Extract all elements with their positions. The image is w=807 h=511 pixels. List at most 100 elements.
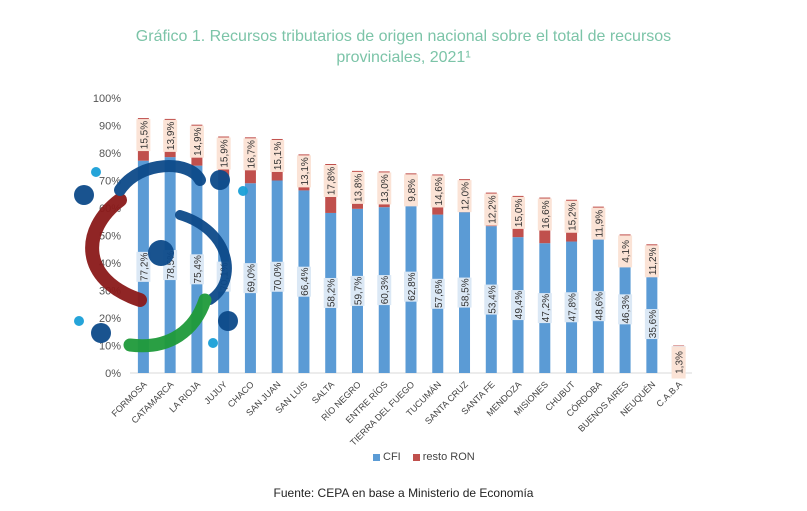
data-label-cfi-10: 62,8% <box>404 271 418 302</box>
data-label-ron-text-18: 4,1% <box>621 240 632 263</box>
data-label-cfi-5: 70,0% <box>270 261 285 292</box>
data-label-ron-bg-20 <box>671 346 686 379</box>
y-tick-label: 10% <box>99 341 121 353</box>
data-label-cfi-text-13: 53,4% <box>487 285 498 313</box>
data-label-ron-text-4: 16,7% <box>246 140 257 168</box>
data-label-ron-7: 17,8% <box>323 165 338 197</box>
data-label-ron-text-2: 14,9% <box>193 127 204 155</box>
data-label-cfi-bg-4 <box>243 263 258 294</box>
data-label-cfi-12: 58,5% <box>457 277 472 308</box>
x-tick-label-20: C.A.B.A <box>654 379 684 409</box>
data-label-cfi-text-6: 66,4% <box>300 267 311 295</box>
data-label-ron-bg-17 <box>591 207 606 240</box>
y-tick-label: 80% <box>99 148 121 160</box>
data-label-ron-18: 4,1% <box>618 235 633 268</box>
data-label-ron-bg-0 <box>136 119 151 152</box>
data-label-ron-text-19: 11,2% <box>648 247 659 275</box>
data-label-ron-bg-10 <box>404 174 418 207</box>
data-label-cfi-bg-18 <box>618 294 633 325</box>
data-label-cfi-text-19: 35,6% <box>648 310 659 338</box>
data-label-ron-bg-12 <box>457 180 472 213</box>
data-label-cfi-bg-2 <box>189 254 204 285</box>
data-label-ron-2: 14,9% <box>189 125 204 158</box>
data-label-ron-bg-13 <box>484 193 499 226</box>
data-label-ron-bg-16 <box>564 200 579 233</box>
data-label-cfi-4: 69,0% <box>243 263 258 294</box>
data-label-ron-bg-18 <box>618 235 633 268</box>
data-label-cfi-text-5: 70,0% <box>273 262 284 290</box>
data-label-ron-text-5: 15,1% <box>273 142 284 170</box>
data-label-ron-text-11: 14,6% <box>434 177 445 205</box>
data-label-ron-text-6: 13,1% <box>300 157 311 185</box>
data-label-ron-10: 9,8% <box>404 174 418 207</box>
data-label-cfi-bg-14 <box>511 290 526 321</box>
data-label-ron-text-12: 12,0% <box>461 182 472 210</box>
watermark-logo <box>74 160 248 353</box>
data-label-ron-5: 15,1% <box>270 139 285 172</box>
data-label-cfi-0: 77,2% <box>136 251 151 282</box>
data-label-ron-bg-2 <box>189 125 204 158</box>
data-label-cfi-bg-11 <box>430 278 445 309</box>
plot-area: 0%10%20%30%40%50%60%70%80%90%100%77,2%15… <box>93 93 692 448</box>
data-label-cfi-bg-0 <box>136 251 151 282</box>
data-label-ron-text-10: 9,8% <box>407 179 418 202</box>
data-label-ron-text-9: 13,0% <box>380 174 391 202</box>
data-label-cfi-text-16: 47,8% <box>568 293 579 321</box>
legend-swatch-ron <box>412 453 420 461</box>
data-label-cfi-bg-19 <box>644 309 659 340</box>
data-label-cfi-text-14: 49,4% <box>514 291 525 319</box>
data-label-cfi-11: 57,6% <box>430 278 445 309</box>
y-tick-label: 0% <box>105 368 121 380</box>
data-label-cfi-text-8: 59,7% <box>353 277 364 305</box>
data-label-ron-bg-11 <box>430 175 445 208</box>
legend-label-cfi: CFI <box>383 451 401 463</box>
data-label-ron-6: 13,1% <box>296 155 311 188</box>
data-label-cfi-bg-13 <box>484 284 499 315</box>
data-label-cfi-bg-6 <box>296 266 311 297</box>
data-label-ron-16: 15,2% <box>564 200 579 233</box>
data-label-ron-17: 11,9% <box>591 207 606 240</box>
data-label-ron-text-3: 15,9% <box>220 139 231 167</box>
legend-label-ron: resto RON <box>422 451 475 463</box>
data-label-cfi-16: 47,8% <box>564 292 579 323</box>
data-label-cfi-bg-9 <box>377 275 392 306</box>
data-label-cfi-text-17: 48,6% <box>594 292 605 320</box>
data-label-ron-text-8: 13,8% <box>353 174 364 202</box>
data-label-cfi-text-4: 69,0% <box>246 264 257 292</box>
data-label-ron-text-15: 16,6% <box>541 200 552 228</box>
data-label-ron-text-13: 12,2% <box>487 195 498 223</box>
data-label-cfi-9: 60,3% <box>377 275 392 306</box>
data-label-cfi-text-12: 58,5% <box>461 278 472 306</box>
legend-item-cfi: CFI <box>373 451 401 463</box>
data-label-ron-text-14: 15,0% <box>514 199 525 227</box>
data-label-ron-8: 13,8% <box>350 171 365 204</box>
data-label-cfi-bg-10 <box>404 271 418 302</box>
data-label-cfi-bg-16 <box>564 292 579 323</box>
data-label-ron-text-1: 13,9% <box>166 122 177 150</box>
data-label-cfi-text-2: 75,4% <box>193 255 204 283</box>
data-label-ron-text-16: 15,2% <box>568 202 579 230</box>
data-label-cfi-15: 47,2% <box>537 293 552 324</box>
data-label-cfi-bg-15 <box>537 293 552 324</box>
data-label-ron-text-0: 15,5% <box>139 121 150 149</box>
source-note: Fuente: CEPA en base a Ministerio de Eco… <box>273 486 534 500</box>
data-label-ron-bg-19 <box>644 245 659 278</box>
data-label-cfi-text-9: 60,3% <box>380 276 391 304</box>
data-label-ron-14: 15,0% <box>511 196 526 229</box>
data-label-ron-11: 14,6% <box>430 175 445 208</box>
data-label-ron-bg-15 <box>537 198 552 231</box>
data-label-cfi-text-7: 58,2% <box>327 279 338 307</box>
data-label-ron-bg-5 <box>270 139 285 172</box>
chart-title: Gráfico 1. Recursos tributarios de orige… <box>0 26 807 68</box>
data-label-ron-bg-7 <box>323 165 338 197</box>
data-label-ron-text-17: 11,9% <box>594 210 605 238</box>
data-label-ron-4: 16,7% <box>243 138 257 171</box>
data-label-cfi-bg-7 <box>323 277 338 308</box>
data-label-ron-bg-3 <box>216 137 231 170</box>
data-label-cfi-17: 48,6% <box>591 291 606 322</box>
data-label-cfi-text-0: 77,2% <box>139 253 150 281</box>
data-label-ron-19: 11,2% <box>644 245 659 278</box>
data-label-cfi-bg-8 <box>350 275 365 306</box>
data-label-ron-text-20: 1,3% <box>675 351 686 374</box>
